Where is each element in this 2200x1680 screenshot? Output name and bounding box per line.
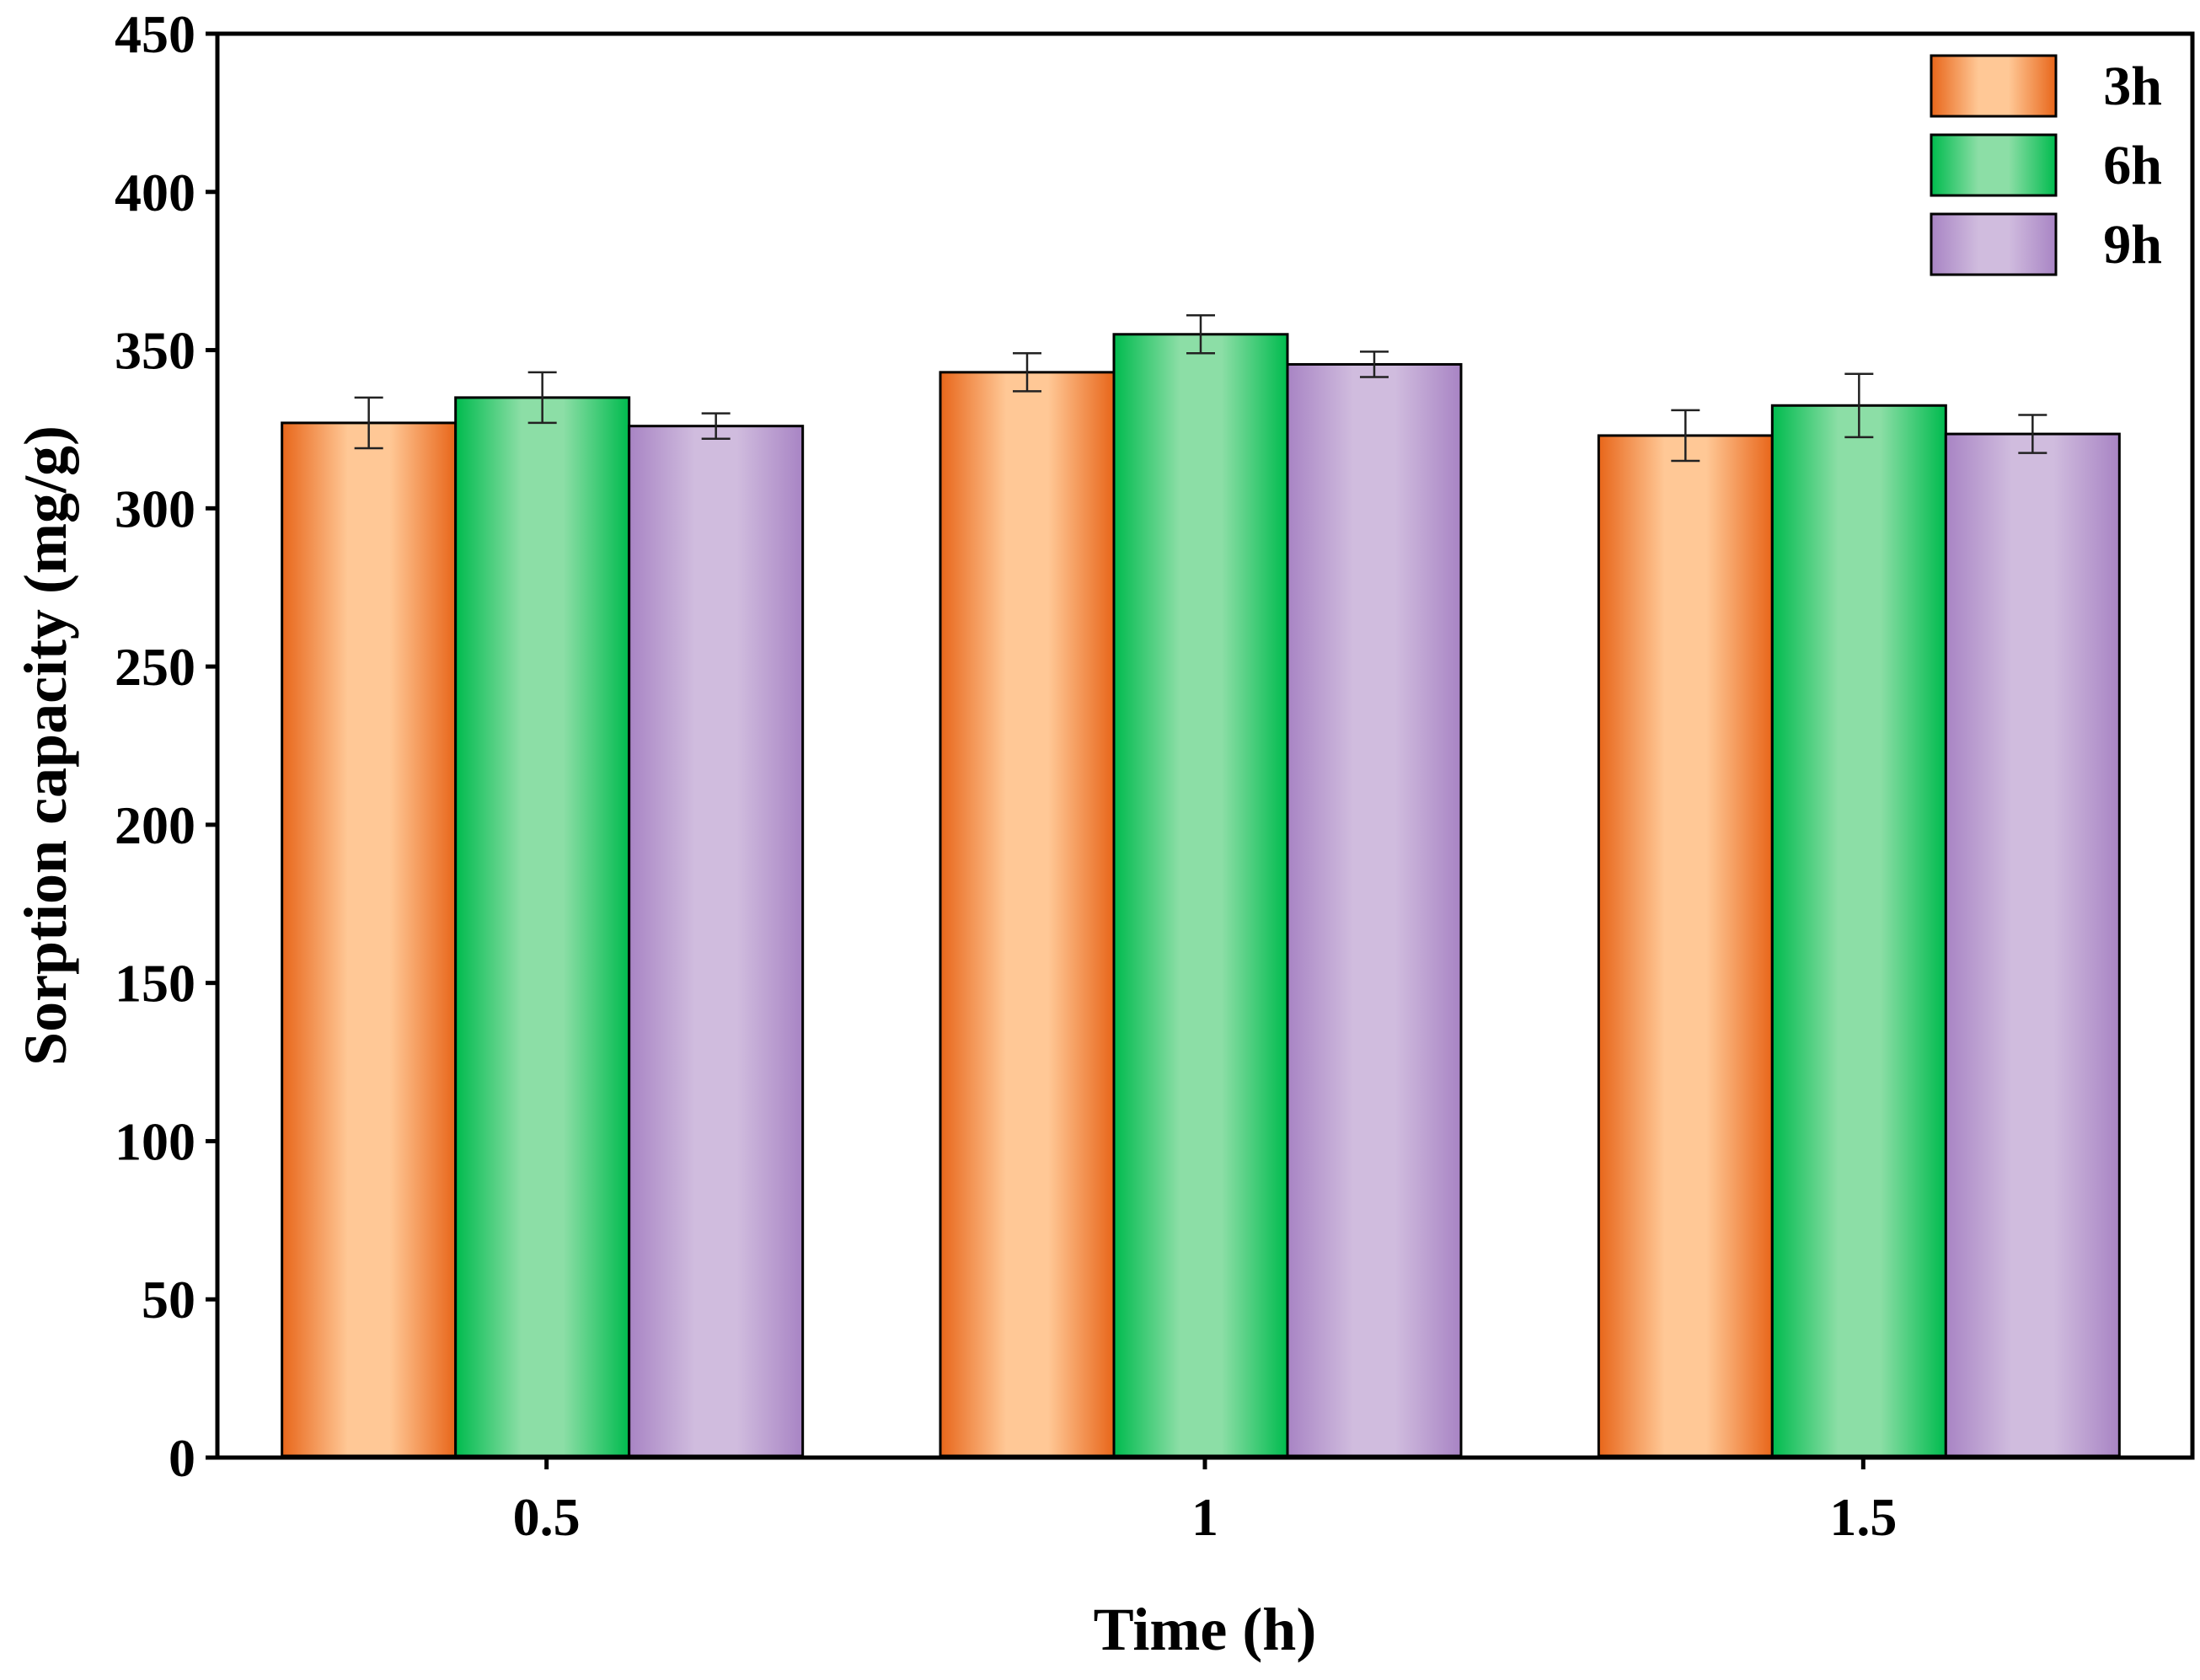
- y-tick-label: 200: [115, 795, 195, 855]
- y-tick-label: 400: [115, 163, 195, 222]
- legend-swatch: [1930, 133, 2058, 197]
- bars-layer: [281, 333, 2121, 1458]
- bar-9h-0.5: [628, 425, 805, 1458]
- error-bar-3h-1: [1013, 352, 1041, 393]
- legend-item-9h: 9h: [1930, 212, 2162, 276]
- x-axis: 0.5 1 1.5: [513, 1458, 1897, 1547]
- error-bar-6h-1: [1186, 313, 1215, 355]
- bar-9h-1.5: [1944, 432, 2121, 1458]
- legend-label: 3h: [2103, 56, 2162, 117]
- y-tick-label: 300: [115, 479, 195, 538]
- bar-3h-1.5: [1597, 434, 1774, 1458]
- bar-3h-0.5: [281, 421, 458, 1458]
- error-bar-6h-0.5: [527, 371, 557, 425]
- legend-item-3h: 3h: [1930, 54, 2162, 118]
- y-tick-label: 0: [169, 1428, 195, 1488]
- bar-6h-1: [1112, 333, 1289, 1458]
- y-tick-label: 350: [115, 321, 195, 381]
- y-tick-label: 50: [142, 1270, 195, 1330]
- bar-9h-1: [1286, 362, 1463, 1458]
- error-bar-9h-0.5: [701, 412, 731, 440]
- y-axis-title: Sorption capacity (mg/g): [12, 425, 79, 1066]
- error-bars-layer: [354, 313, 2047, 463]
- legend: 3h 6h 9h: [1930, 54, 2162, 276]
- legend-swatch: [1930, 54, 2058, 118]
- legend-swatch: [1930, 212, 2058, 276]
- error-bar-6h-1.5: [1844, 372, 1874, 439]
- y-axis: 0 50 100 150 200 250 300 350 400 450: [115, 4, 217, 1488]
- error-bar-9h-1: [1360, 350, 1389, 378]
- x-tick-label: 1: [1191, 1487, 1218, 1547]
- legend-label: 6h: [2103, 135, 2162, 196]
- bar-6h-0.5: [454, 396, 631, 1458]
- y-tick-label: 100: [115, 1111, 195, 1171]
- y-tick-label: 150: [115, 954, 195, 1014]
- x-tick-label: 0.5: [513, 1487, 581, 1547]
- y-tick-label: 250: [115, 637, 195, 697]
- legend-item-6h: 6h: [1930, 133, 2162, 197]
- bar-6h-1.5: [1770, 404, 1947, 1458]
- bar-3h-1: [939, 371, 1116, 1458]
- legend-label: 9h: [2103, 214, 2162, 276]
- error-bar-9h-1.5: [2018, 414, 2047, 454]
- error-bar-3h-0.5: [354, 396, 383, 450]
- error-bar-3h-1.5: [1671, 409, 1700, 463]
- x-tick-label: 1.5: [1829, 1487, 1897, 1547]
- x-axis-title: Time (h): [1094, 1596, 1317, 1663]
- y-tick-label: 450: [115, 4, 195, 64]
